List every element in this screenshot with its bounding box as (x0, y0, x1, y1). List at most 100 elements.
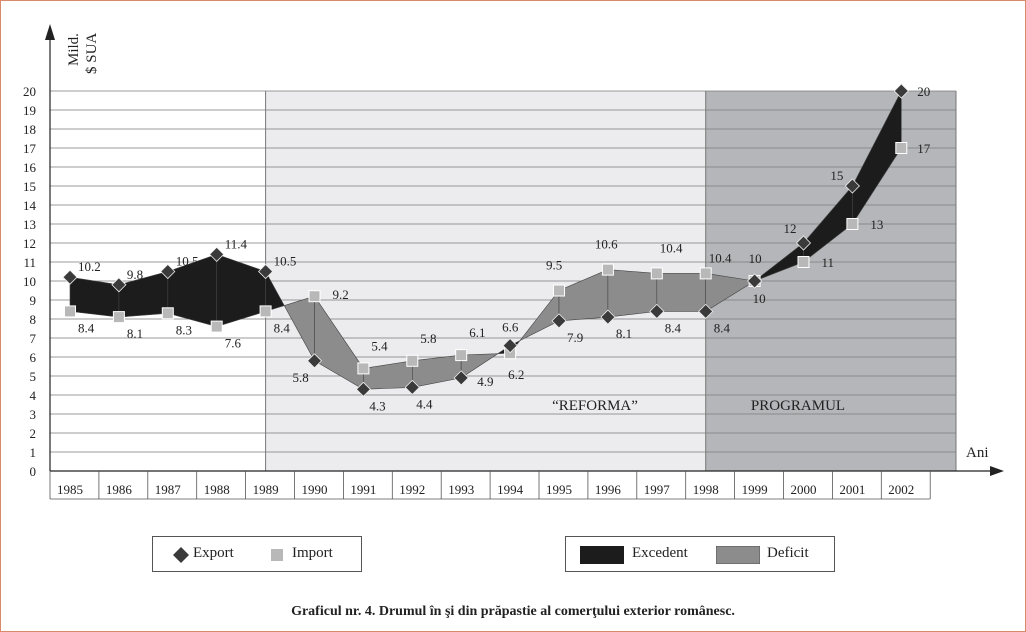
export-data-label: 8.1 (616, 326, 632, 341)
balance-fill (705, 273, 756, 312)
y-axis-label-line2: $ SUA (84, 33, 100, 74)
y-axis-arrow (45, 24, 55, 40)
export-marker (160, 263, 176, 280)
y-tick-label: 1 (30, 445, 37, 460)
legend-deficit-label: Deficit (767, 545, 809, 561)
import-data-label: 11 (822, 255, 835, 270)
legend-balance: Excedent Deficit (565, 536, 835, 572)
y-axis-label-line1: Mild. (66, 33, 82, 66)
balance-fill (216, 253, 266, 328)
legend-series: Export Import (152, 536, 362, 572)
export-marker (62, 269, 78, 285)
import-data-label: 10.4 (709, 250, 732, 265)
import-marker (797, 256, 810, 268)
y-tick-label: 0 (30, 464, 37, 479)
export-data-label: 10 (749, 251, 762, 266)
x-tick-label: 1991 (350, 482, 376, 497)
figure-caption: Graficul nr. 4. Drumul în şi din prăpast… (291, 604, 735, 619)
y-tick-label: 8 (30, 312, 37, 327)
y-tick-label: 20 (23, 84, 36, 99)
x-tick-label: 1996 (595, 482, 622, 497)
export-marker (355, 381, 371, 397)
x-tick-label: 1988 (204, 482, 230, 497)
y-tick-label: 19 (23, 103, 36, 118)
export-marker (404, 379, 420, 395)
x-tick-label: 1997 (644, 482, 671, 497)
export-data-label: 6.6 (502, 320, 519, 335)
import-legend-marker (271, 549, 283, 561)
export-marker (502, 338, 518, 354)
annotation-reforma: “REFORMA” (552, 398, 638, 414)
export-marker (111, 277, 127, 293)
y-tick-label: 2 (30, 426, 37, 441)
import-data-label: 9.5 (546, 258, 562, 273)
balance-fill (69, 276, 120, 318)
x-tick-label: 2002 (888, 482, 914, 497)
y-tick-label: 10 (23, 274, 36, 289)
export-data-label: 11.4 (225, 236, 248, 251)
x-tick-label: 1999 (742, 482, 768, 497)
import-marker (308, 290, 321, 303)
import-marker (455, 349, 468, 362)
import-marker (112, 311, 125, 324)
import-data-label: 8.4 (274, 320, 291, 335)
export-data-label: 8.4 (714, 320, 731, 335)
export-data-label: 12 (784, 221, 797, 236)
export-marker (649, 303, 665, 319)
x-tick-label: 1993 (448, 482, 474, 497)
legend-excedent-label: Excedent (632, 545, 688, 561)
export-marker (795, 235, 812, 251)
import-marker (161, 307, 174, 320)
export-data-label: 4.9 (477, 374, 493, 389)
import-data-label: 8.4 (78, 320, 95, 335)
x-tick-label: 1998 (693, 482, 719, 497)
import-data-label: 6.2 (508, 367, 524, 382)
import-data-label: 5.4 (371, 338, 388, 353)
export-legend-marker (173, 547, 189, 563)
export-data-label: 7.9 (567, 330, 583, 345)
export-marker (747, 273, 763, 289)
x-tick-label: 2000 (791, 482, 817, 497)
y-tick-label: 16 (23, 160, 37, 175)
export-marker (844, 178, 860, 194)
export-marker (698, 303, 714, 319)
import-data-label: 10.6 (595, 237, 618, 252)
balance-fill (656, 273, 707, 312)
import-marker (846, 218, 859, 230)
import-marker (895, 142, 908, 154)
import-data-label: 10 (753, 291, 766, 306)
balance-fill (265, 271, 285, 312)
import-marker (210, 320, 223, 333)
export-data-label: 10.5 (176, 254, 199, 269)
x-axis-arrow (990, 466, 1004, 476)
y-tick-label: 15 (23, 179, 36, 194)
export-data-label: 8.4 (665, 320, 682, 335)
import-marker (650, 267, 663, 280)
y-tick-label: 3 (30, 407, 37, 422)
import-marker (601, 263, 614, 276)
export-marker (306, 353, 323, 369)
export-data-label: 10.2 (78, 259, 101, 274)
export-marker (453, 370, 469, 386)
y-tick-label: 14 (23, 198, 37, 213)
x-axis-label: Ani (966, 445, 989, 461)
x-tick-label: 1992 (399, 482, 425, 497)
y-tick-label: 18 (23, 122, 36, 137)
x-tick-label: 1987 (155, 482, 182, 497)
legend-export-label: Export (193, 545, 234, 561)
export-data-label: 15 (830, 168, 843, 183)
import-data-label: 5.8 (420, 331, 436, 346)
export-marker (551, 313, 567, 329)
balance-fill (607, 269, 658, 318)
import-data-label: 8.3 (176, 322, 192, 337)
import-data-label: 9.2 (333, 287, 349, 302)
import-marker (64, 305, 76, 318)
excedent-swatch (580, 546, 624, 564)
import-marker (699, 267, 712, 280)
x-tick-label: 1995 (546, 482, 572, 497)
export-data-label: 20 (917, 84, 930, 99)
y-tick-label: 17 (23, 141, 37, 156)
import-data-label: 6.1 (469, 325, 485, 340)
export-data-label: 5.8 (293, 370, 309, 385)
